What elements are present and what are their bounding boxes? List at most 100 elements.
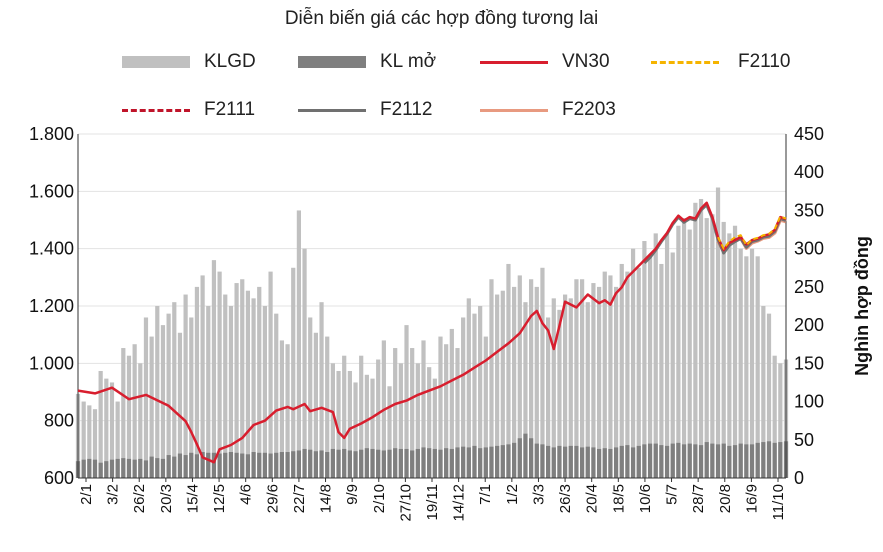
bar-klgd [240,279,245,478]
bar-kl-mo [302,448,307,478]
bar-kl-mo [194,454,200,478]
legend-swatch-f2110 [651,61,719,64]
bar-kl-mo [653,443,658,478]
bar-klgd [376,359,381,478]
bar-kl-mo [200,452,205,478]
bar-kl-mo [183,455,188,478]
bar-kl-mo [585,446,590,478]
x-tick-label: 3/3 [530,484,547,505]
legend-label-f2111: F2111 [204,99,256,120]
bar-kl-mo [455,447,460,478]
bar-klgd [715,187,721,478]
bar-klgd [296,210,302,478]
bar-kl-mo [551,447,556,478]
bar-klgd [194,286,200,478]
bar-kl-mo [466,447,471,478]
bar-klgd [177,332,183,478]
bar-klgd [642,241,647,478]
bar-kl-mo [664,445,670,478]
bar-kl-mo [432,448,437,478]
bar-klgd [687,229,692,478]
bar-klgd [410,348,415,478]
bar-klgd [206,306,211,478]
bar-klgd [285,344,290,478]
bar-kl-mo [410,450,415,478]
bar-kl-mo [347,450,352,478]
x-tick-label: 29/6 [264,484,281,513]
bar-kl-mo [421,447,426,478]
bar-kl-mo [489,446,494,478]
bar-klgd [421,340,426,478]
bar-klgd [353,382,358,478]
bar-klgd [109,382,115,478]
bar-klgd [472,313,477,478]
bar-klgd [342,355,347,478]
bar-kl-mo [132,459,137,478]
legend-label-f2110: F2110 [738,51,791,72]
bar-kl-mo [381,450,386,478]
bar-kl-mo [240,453,245,478]
bar-kl-mo [517,438,522,478]
bar-kl-mo [630,447,636,478]
x-tick-label: 3/2 [105,484,122,505]
bar-kl-mo [478,448,483,478]
bar-kl-mo [670,443,675,478]
bar-kl-mo [659,445,664,478]
bar-klgd [608,275,613,478]
bar-kl-mo [234,452,239,478]
bar-kl-mo [81,459,86,478]
bar-kl-mo [308,449,313,478]
bar-klgd [92,409,98,478]
bar-klgd [523,302,528,478]
bar-kl-mo [642,444,647,478]
bar-kl-mo [336,449,341,478]
bar-kl-mo [387,449,392,478]
bar-kl-mo [415,448,420,478]
x-tick-label: 20/8 [717,484,734,513]
bar-klgd [766,313,772,478]
bar-kl-mo [761,442,766,478]
bar-klgd [619,263,624,478]
bar-kl-mo [262,452,268,478]
bar-kl-mo [715,444,721,478]
bar-kl-mo [766,441,772,478]
bar-klgd [529,279,534,478]
x-tick-label: 2/1 [78,484,95,505]
bar-kl-mo [438,449,443,478]
bar-kl-mo [579,447,585,478]
bar-kl-mo [404,448,409,478]
x-tick-label: 14/8 [318,484,335,513]
bar-klgd [347,370,352,478]
bar-kl-mo [370,448,375,478]
bar-kl-mo [602,448,607,478]
bar-klgd [364,374,369,478]
bar-kl-mo [461,446,466,478]
bar-klgd [749,248,755,478]
y-left-tick-label: 1.200 [29,296,74,316]
bar-klgd [370,378,375,478]
bar-kl-mo [727,445,732,478]
bar-klgd [189,317,194,478]
bar-klgd [664,233,670,478]
bar-kl-mo [251,452,256,478]
legend-swatch-f2203 [480,109,548,112]
bar-kl-mo [613,447,619,478]
bar-klgd [228,306,234,478]
bar-kl-mo [121,458,126,478]
bar-klgd [183,294,188,478]
bar-kl-mo [540,444,545,478]
x-tick-label: 5/7 [664,484,681,505]
bar-klgd [681,218,687,479]
bar-klgd [432,378,437,478]
bar-klgd [245,290,251,478]
bar-klgd [710,214,715,478]
bar-klgd [166,313,171,478]
bar-klgd [478,306,483,478]
bar-kl-mo [92,459,98,478]
bar-kl-mo [172,456,177,478]
bar-kl-mo [211,452,217,478]
bar-klgd [98,370,103,478]
bar-kl-mo [574,445,579,478]
bar-kl-mo [596,448,602,478]
